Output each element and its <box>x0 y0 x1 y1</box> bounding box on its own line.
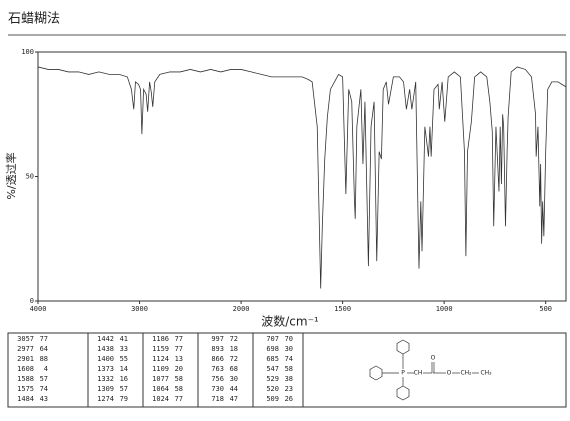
peak-transmittance: 58 <box>175 375 183 383</box>
peak-transmittance: 16 <box>120 375 128 383</box>
peak-transmittance: 38 <box>285 375 293 383</box>
structure <box>369 339 479 401</box>
atom-label: CH₂ <box>460 370 472 377</box>
plot-frame <box>37 51 567 302</box>
peak-wavenumber: 893 <box>211 345 224 353</box>
peak-wavenumber: 698 <box>266 345 279 353</box>
peak-transmittance: 77 <box>175 345 183 353</box>
peak-transmittance: 57 <box>40 375 48 383</box>
peak-wavenumber: 509 <box>266 395 279 403</box>
x-tick-label: 1000 <box>436 305 453 313</box>
peak-transmittance: 20 <box>175 365 183 373</box>
peak-wavenumber: 3057 <box>17 335 34 343</box>
peak-wavenumber: 1588 <box>17 375 34 383</box>
ring <box>369 365 383 381</box>
peak-transmittance: 26 <box>285 395 293 403</box>
peak-wavenumber: 547 <box>266 365 279 373</box>
peak-transmittance: 72 <box>230 335 238 343</box>
peak-transmittance: 14 <box>120 365 128 373</box>
peak-transmittance: 74 <box>40 385 48 393</box>
x-tick-label: 2000 <box>233 305 250 313</box>
peak-wavenumber: 1400 <box>97 355 114 363</box>
peak-wavenumber: 1124 <box>152 355 169 363</box>
peak-transmittance: 33 <box>120 345 128 353</box>
peak-transmittance: 77 <box>40 335 48 343</box>
atom-label: O <box>447 370 452 377</box>
peak-transmittance: 47 <box>230 395 238 403</box>
ring <box>396 385 410 401</box>
peak-transmittance: 44 <box>230 385 238 393</box>
peak-wavenumber: 1064 <box>152 385 169 393</box>
peak-transmittance: 55 <box>120 355 128 363</box>
peak-wavenumber: 529 <box>266 375 279 383</box>
peak-transmittance: 58 <box>285 365 293 373</box>
peak-wavenumber: 730 <box>211 385 224 393</box>
x-axis-label: 波数/cm⁻¹ <box>261 314 319 329</box>
y-tick-label: 100 <box>21 48 34 56</box>
y-tick-label: 0 <box>30 297 34 305</box>
peak-wavenumber: 1274 <box>97 395 114 403</box>
peak-wavenumber: 2977 <box>17 345 34 353</box>
peak-wavenumber: 1438 <box>97 345 114 353</box>
peak-transmittance: 68 <box>230 365 238 373</box>
peak-wavenumber: 1575 <box>17 385 34 393</box>
atom-label: CH <box>414 370 423 377</box>
peak-wavenumber: 685 <box>266 355 279 363</box>
peak-wavenumber: 866 <box>211 355 224 363</box>
x-tick-label: 1500 <box>334 305 351 313</box>
peak-transmittance: 30 <box>230 375 238 383</box>
peak-wavenumber: 1077 <box>152 375 169 383</box>
peak-wavenumber: 1608 <box>17 365 34 373</box>
peak-wavenumber: 763 <box>211 365 224 373</box>
peak-wavenumber: 756 <box>211 375 224 383</box>
atom-label: O <box>431 355 436 362</box>
peak-transmittance: 88 <box>40 355 48 363</box>
x-tick-label: 500 <box>539 305 552 313</box>
peak-wavenumber: 718 <box>211 395 224 403</box>
y-tick-label: 50 <box>26 173 34 181</box>
peak-transmittance: 77 <box>175 395 183 403</box>
peak-transmittance: 23 <box>285 385 293 393</box>
peak-transmittance: 18 <box>230 345 238 353</box>
peak-wavenumber: 1442 <box>97 335 114 343</box>
atom-label: P <box>401 370 405 377</box>
peak-transmittance: 74 <box>285 355 293 363</box>
peak-transmittance: 13 <box>175 355 183 363</box>
peak-transmittance: 57 <box>120 385 128 393</box>
spectrum-line <box>37 66 567 289</box>
ring <box>396 339 410 355</box>
peak-wavenumber: 707 <box>266 335 279 343</box>
peak-transmittance: 77 <box>175 335 183 343</box>
peak-transmittance: 70 <box>285 335 293 343</box>
peak-wavenumber: 1484 <box>17 395 34 403</box>
peak-wavenumber: 520 <box>266 385 279 393</box>
y-axis-label: %/透过率 <box>4 152 18 199</box>
peak-wavenumber: 1373 <box>97 365 114 373</box>
peak-transmittance: 41 <box>120 335 128 343</box>
peak-transmittance: 79 <box>120 395 128 403</box>
peak-wavenumber: 1186 <box>152 335 169 343</box>
peak-transmittance: 58 <box>175 385 183 393</box>
peak-wavenumber: 997 <box>211 335 224 343</box>
peak-wavenumber: 1332 <box>97 375 114 383</box>
peak-wavenumber: 1024 <box>152 395 169 403</box>
peak-transmittance: 72 <box>230 355 238 363</box>
atom-label: CH₃ <box>480 370 492 377</box>
peak-wavenumber: 1109 <box>152 365 169 373</box>
peak-transmittance: 30 <box>285 345 293 353</box>
peak-transmittance: 43 <box>40 395 48 403</box>
peak-transmittance: 64 <box>40 345 48 353</box>
x-tick-label: 4000 <box>30 305 47 313</box>
page-title: 石蜡糊法 <box>8 11 60 27</box>
peak-wavenumber: 1159 <box>152 345 169 353</box>
peak-wavenumber: 1309 <box>97 385 114 393</box>
table-frame <box>7 332 567 408</box>
x-tick-label: 3000 <box>131 305 148 313</box>
peak-transmittance: 4 <box>44 365 48 373</box>
peak-wavenumber: 2901 <box>17 355 34 363</box>
